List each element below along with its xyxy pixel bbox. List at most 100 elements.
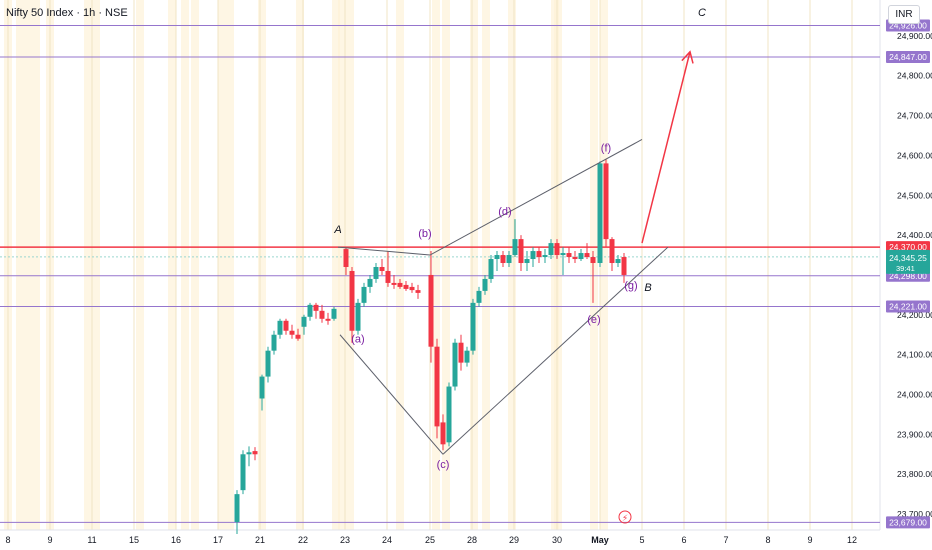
candle-body xyxy=(313,304,319,311)
candle-body xyxy=(590,257,596,264)
candle-body xyxy=(409,286,415,291)
candle-body xyxy=(452,342,458,387)
candle-body xyxy=(578,253,584,260)
highlight-column xyxy=(600,0,608,530)
price-tick-label: 23,900.00 xyxy=(897,429,932,439)
time-tick-label: 11 xyxy=(87,535,96,545)
highlight-column xyxy=(32,0,40,530)
wave-label: (d) xyxy=(498,206,511,218)
price-tick-label: 24,800.00 xyxy=(897,71,932,81)
candle-body xyxy=(476,290,482,303)
candle-body xyxy=(518,239,524,264)
highlight-column xyxy=(470,0,478,530)
level-tag-bg xyxy=(886,516,930,529)
level-tag: 24,847.00 xyxy=(889,52,927,62)
wave-label: C xyxy=(698,7,706,19)
candle-body xyxy=(494,255,500,260)
time-tick-label: 9 xyxy=(47,535,52,545)
lightning-icon: ⚡ xyxy=(622,514,628,524)
time-tick-label: 7 xyxy=(723,535,728,545)
highlight-column xyxy=(191,0,199,530)
candle-body xyxy=(265,350,271,377)
candle-body xyxy=(295,334,301,339)
candle-body xyxy=(397,282,403,287)
candle-body xyxy=(482,278,488,291)
candle-body xyxy=(524,259,530,264)
wave-label: (e) xyxy=(587,314,600,326)
level-tag-bg xyxy=(886,50,930,63)
candle-body xyxy=(584,253,590,258)
price-tick-label: 24,700.00 xyxy=(897,111,932,121)
trendline xyxy=(339,334,444,455)
time-tick-label: 9 xyxy=(807,535,812,545)
candle-body xyxy=(512,239,518,256)
highlight-column xyxy=(332,0,340,530)
candle-body xyxy=(530,251,536,260)
time-tick-label: 28 xyxy=(467,535,477,545)
candle-body xyxy=(234,494,240,523)
trendline xyxy=(337,246,431,256)
candle-body xyxy=(470,302,476,351)
highlight-column xyxy=(226,0,234,530)
wave-label: B xyxy=(644,282,651,294)
price-tick-label: 24,100.00 xyxy=(897,350,932,360)
time-tick-label: 15 xyxy=(129,535,139,545)
highlight-column xyxy=(24,0,32,530)
candle-body xyxy=(379,266,385,271)
highlight-column xyxy=(482,0,490,530)
candle-body xyxy=(355,302,361,331)
time-tick-label: 12 xyxy=(847,535,857,545)
highlight-column xyxy=(396,0,404,530)
candle-body xyxy=(464,350,470,363)
candle-timer: 39:41 xyxy=(896,264,915,273)
candle-body xyxy=(609,239,615,264)
candle-body xyxy=(271,334,277,351)
highlight-column xyxy=(338,0,346,530)
time-tick-label: 30 xyxy=(552,535,562,545)
candle-body xyxy=(560,253,566,256)
projection-arrow xyxy=(641,51,691,244)
time-tick-label: 29 xyxy=(509,535,519,545)
current-price-tag: 24,345.25 xyxy=(889,253,927,263)
time-tick-label: 8 xyxy=(5,535,10,545)
wave-label: (b) xyxy=(418,228,431,240)
candle-body xyxy=(500,255,506,264)
candle-body xyxy=(446,386,452,443)
time-tick-label: 16 xyxy=(171,535,181,545)
candle-body xyxy=(506,255,512,264)
level-tag: 23,679.00 xyxy=(889,517,927,527)
candle-body xyxy=(259,376,265,399)
highlight-column xyxy=(508,0,516,530)
time-tick-label: 24 xyxy=(382,535,392,545)
level-tag: 24,221.00 xyxy=(889,301,927,311)
candle-body xyxy=(283,320,289,331)
wave-label: (g) xyxy=(624,280,637,292)
event-marker xyxy=(618,510,632,524)
price-tick-label: 23,700.00 xyxy=(897,509,932,519)
wave-label: A xyxy=(333,224,341,236)
candle-body xyxy=(240,454,246,491)
symbol-title[interactable]: Nifty 50 Index · 1h · NSE xyxy=(6,7,128,19)
highlight-column xyxy=(296,0,304,530)
time-tick-label: May xyxy=(591,535,609,545)
candle-body xyxy=(415,290,421,293)
projection-arrow-head xyxy=(681,50,694,64)
price-tick-label: 24,400.00 xyxy=(897,230,932,240)
candle-body xyxy=(361,286,367,303)
candle-body xyxy=(349,270,355,331)
time-tick-label: 21 xyxy=(255,535,265,545)
candle-body xyxy=(603,163,609,240)
level-tag: 24,926.00 xyxy=(889,21,927,31)
candle-body xyxy=(319,310,325,319)
currency-selector[interactable]: INR xyxy=(888,5,920,24)
price-tick-label: 24,600.00 xyxy=(897,150,932,160)
current-price-tag-bg xyxy=(886,249,930,274)
highlight-column xyxy=(346,0,354,530)
candle-body xyxy=(542,255,548,258)
candle-body xyxy=(331,308,337,319)
resistance-tag: 24,370.00 xyxy=(889,242,927,252)
time-tick-label: 5 xyxy=(639,535,644,545)
candle-body xyxy=(440,422,446,445)
